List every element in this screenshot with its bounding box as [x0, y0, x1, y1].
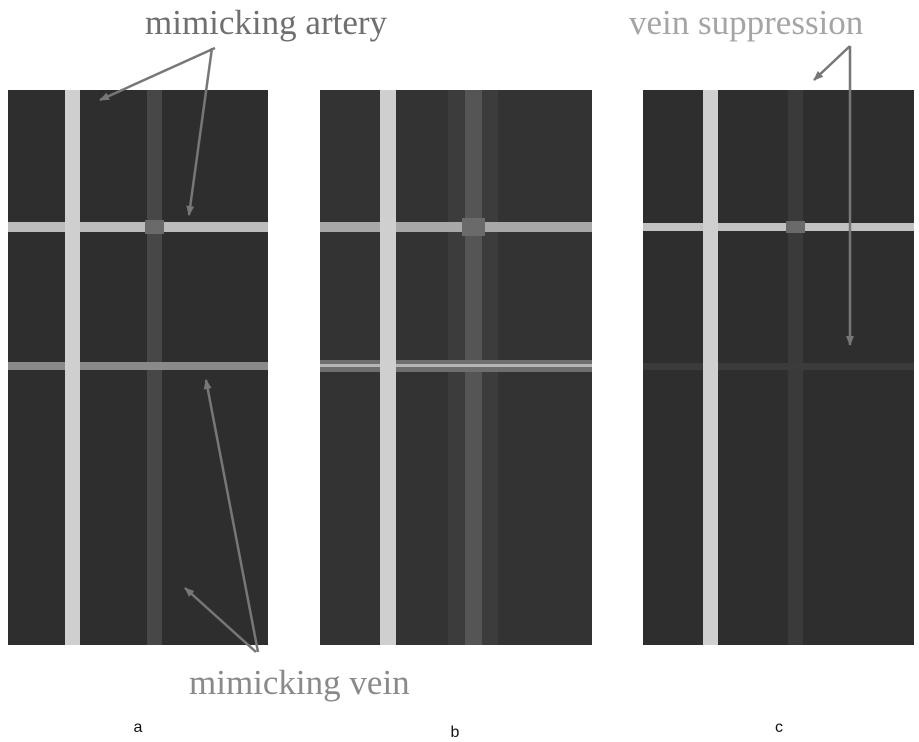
- panel-a: [8, 90, 268, 645]
- panel-label: b: [451, 724, 460, 741]
- vein-line: [8, 362, 268, 370]
- artery-line: [320, 222, 592, 232]
- crossing: [786, 221, 805, 233]
- artery-stripe: [703, 90, 718, 645]
- crossing: [145, 220, 164, 234]
- crossing: [462, 218, 485, 236]
- artery-stripe: [380, 90, 396, 645]
- annotation: mimicking vein: [189, 663, 410, 702]
- page: mimicking artery mimicking vein vein sup…: [0, 0, 919, 742]
- artery-line: [8, 222, 268, 232]
- suppressed-vein-line: [643, 363, 914, 370]
- arrow: [814, 46, 850, 80]
- artery-stripe: [65, 90, 80, 645]
- annotation: mimicking artery: [145, 3, 388, 42]
- panel-b: [320, 90, 592, 645]
- panel-label: a: [134, 719, 143, 736]
- panel-label: c: [775, 719, 783, 736]
- artery-line: [643, 223, 914, 231]
- figure: mimicking artery mimicking vein vein sup…: [0, 0, 919, 742]
- panel-c: [643, 90, 914, 645]
- annotation: vein suppression: [629, 3, 863, 42]
- vein-line-core: [320, 364, 592, 367]
